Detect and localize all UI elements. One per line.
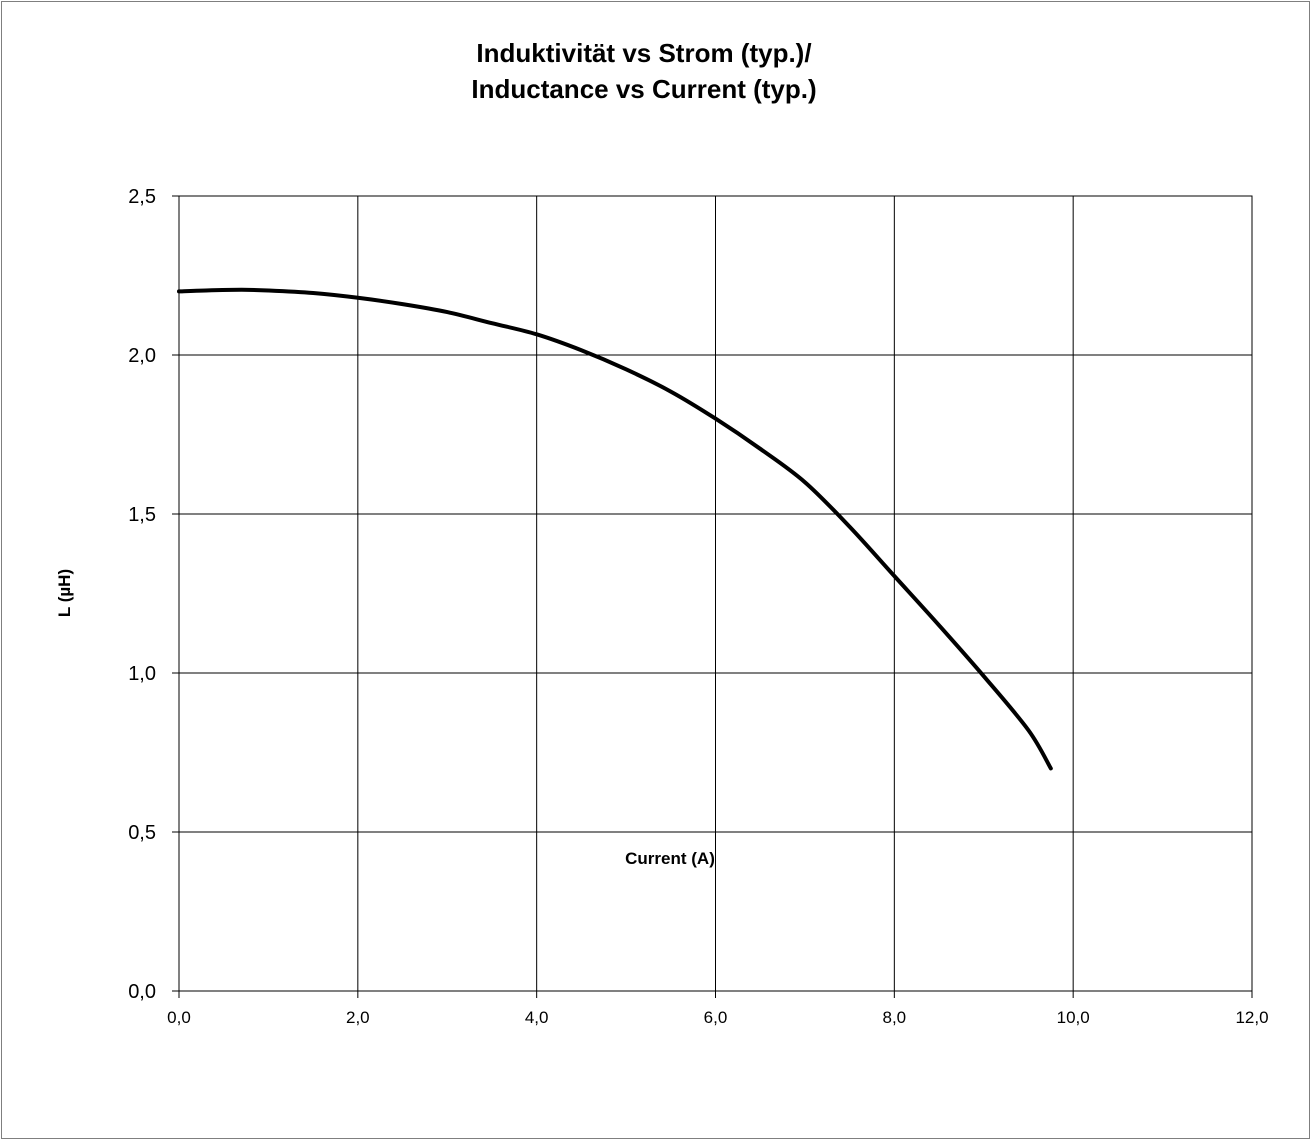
x-tick-label: 6,0	[704, 1008, 728, 1027]
grid-layer	[172, 195, 1253, 998]
y-tick-label: 2,5	[128, 186, 156, 208]
y-tick-label: 1,0	[128, 663, 156, 685]
y-tick-label: 2,0	[128, 345, 156, 367]
x-tick-labels: 0,0 2,0 4,0 6,0 8,0 10,0 12,0	[167, 1008, 1268, 1027]
x-tick-label: 4,0	[525, 1008, 549, 1027]
x-tick-label: 2,0	[346, 1008, 370, 1027]
y-tick-label: 1,5	[128, 504, 156, 526]
x-axis-label: Current (A)	[625, 849, 715, 868]
y-tick-label: 0,0	[128, 981, 156, 1003]
x-tick-label: 8,0	[883, 1008, 907, 1027]
chart-title-line2: Inductance vs Current (typ.)	[471, 74, 816, 104]
plot-area-border	[178, 195, 1253, 992]
y-tick-label: 0,5	[128, 822, 156, 844]
y-tick-labels: 0,0 0,5 1,0 1,5 2,0 2,5	[128, 186, 156, 1003]
x-tick-label: 10,0	[1057, 1008, 1090, 1027]
chart-title-line1: Induktivität vs Strom (typ.)/	[476, 38, 811, 68]
x-tick-label: 12,0	[1235, 1008, 1268, 1027]
inductance-curve	[177, 287, 1053, 771]
y-axis-label: L (µH)	[55, 569, 74, 617]
series-layer	[177, 287, 1053, 771]
x-tick-label: 0,0	[167, 1008, 191, 1027]
